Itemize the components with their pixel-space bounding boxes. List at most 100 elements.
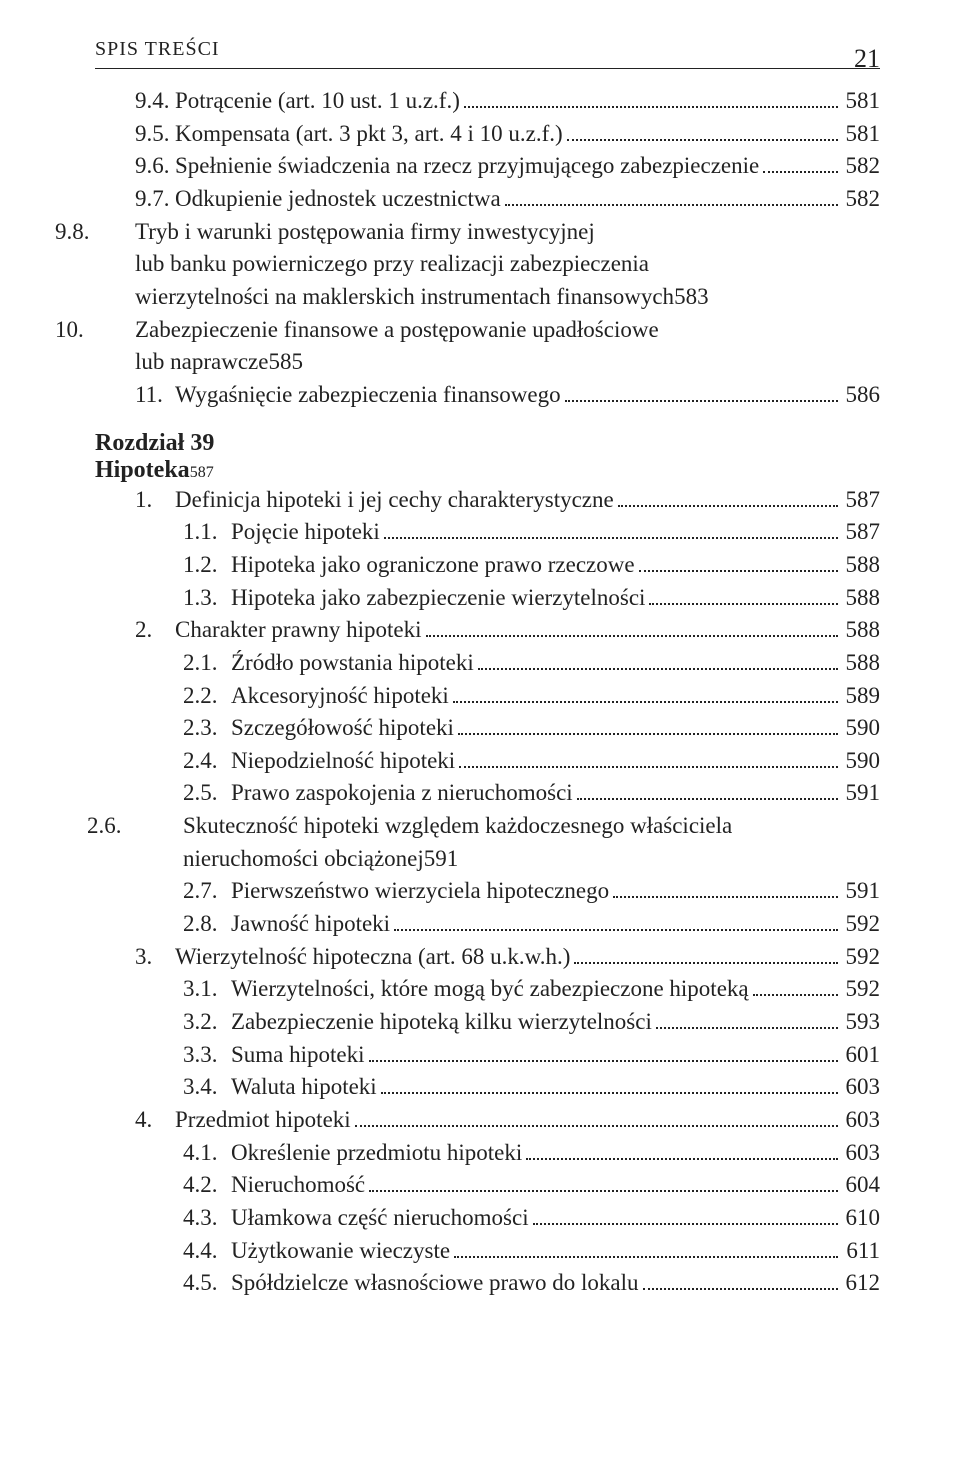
toc-entry-number: 4.2. [183,1169,231,1202]
toc-entry-number: 4.5. [183,1267,231,1300]
leader-dots [526,1137,837,1160]
toc-entry-number: 4.4. [183,1235,231,1268]
toc-entry-page: 588 [842,582,881,615]
leader-dots [763,151,837,174]
toc-entry: 4.1. Określenie przedmiotu hipoteki603 [95,1137,880,1170]
toc-entry-number: 9.7. [135,183,175,216]
toc-entry-label: Potrącenie (art. 10 ust. 1 u.z.f.) [175,85,460,118]
toc-entry-number: 10. [95,314,135,347]
toc-entry-page: 601 [842,1039,881,1072]
chapter-title-row: Hipoteka 587 [95,457,880,484]
toc-entry-number: 9.4. [135,85,175,118]
toc-entry: 2. Charakter prawny hipoteki588 [95,614,880,647]
toc-entry: 10. Zabezpieczenie finansowe a postępowa… [95,314,880,347]
chapter-title: Hipoteka [95,457,190,484]
toc-entry-number: 4. [135,1104,175,1137]
leader-dots [369,1170,837,1193]
toc-entry: 2.6. Skuteczność hipoteki względem każdo… [95,810,880,843]
toc-entry-page: 587 [842,516,881,549]
leader-dots [384,517,838,540]
toc-entry-number: 4.1. [183,1137,231,1170]
toc-entry-label: Spełnienie świadczenia na rzecz przyjmuj… [175,150,759,183]
toc-entry-label: Pojęcie hipoteki [231,516,380,549]
toc-entry-number: 2.3. [183,712,231,745]
toc-entry: 3.2. Zabezpieczenie hipoteką kilku wierz… [95,1006,880,1039]
toc-entry-number: 3.3. [183,1039,231,1072]
toc-entry-label: Prawo zaspokojenia z nieruchomości [231,777,573,810]
toc-entry: 2.7. Pierwszeństwo wierzyciela hipoteczn… [95,875,880,908]
toc-entry: 2.8. Jawność hipoteki 592 [95,908,880,941]
toc-entry-label: Jawność hipoteki [231,908,390,941]
toc-entry-label: Nieruchomość [231,1169,365,1202]
toc-entry-number: 3.2. [183,1006,231,1039]
toc-entry-number: 2.7. [183,875,231,908]
leader-dots [649,582,837,605]
toc-section-before: 9.4. Potrącenie (art. 10 ust. 1 u.z.f.) 5… [95,85,880,412]
leader-dots [453,680,838,703]
toc-entry-page: 603 [842,1104,881,1137]
toc-entry-label: Wierzytelności, które mogą być zabezpiec… [231,973,749,1006]
toc-entry-page: 611 [842,1235,880,1268]
toc-entry-number: 3.1. [183,973,231,1006]
chapter-page: 587 [190,464,214,482]
toc-entry-label: lub banku powierniczego przy realizacji … [135,251,649,276]
toc-entry: 11. Wygaśnięcie zabezpieczenia finansowe… [95,379,880,412]
toc-entry-label: Kompensata (art. 3 pkt 3, art. 4 i 10 u.… [175,118,563,151]
leader-dots [565,379,838,402]
toc-entry-label: Spółdzielcze własnościowe prawo do lokal… [231,1267,639,1300]
toc-entry-page: 593 [842,1006,881,1039]
toc-entry-label: Zabezpieczenie hipoteką kilku wierzyteln… [231,1006,652,1039]
leader-dots [426,615,838,638]
toc-entry: 1.1. Pojęcie hipoteki 587 [95,516,880,549]
toc-entry-label: Hipoteka jako zabezpieczenie wierzytelno… [231,582,645,615]
toc-entry-page: 591 [842,875,881,908]
toc-entry-number: 1.3. [183,582,231,615]
toc-entry-page: 588 [842,549,881,582]
toc-entry: 4.2. Nieruchomość 604 [95,1169,880,1202]
toc-entry-page: 581 [842,85,881,118]
toc-entry: 2.5. Prawo zaspokojenia z nieruchomości5… [95,777,880,810]
toc-entry: 4.3. Ułamkowa część nieruchomości610 [95,1202,880,1235]
page-number: 21 [854,44,880,74]
toc-entry: 3.3. Suma hipoteki601 [95,1039,880,1072]
leader-dots [464,85,838,108]
toc-entry: 2.4. Niepodzielność hipoteki590 [95,745,880,778]
toc-entry-number: 2.2. [183,680,231,713]
toc-entry: 4. Przedmiot hipoteki603 [95,1104,880,1137]
toc-entry-number: 1.1. [183,516,231,549]
toc-entry: 2.3. Szczegółowość hipoteki590 [95,712,880,745]
toc-entry-number: 2.8. [183,908,231,941]
toc-entry-label: lub naprawcze [135,346,268,379]
toc-entry-label: Skuteczność hipoteki względem każdoczesn… [183,813,732,838]
toc-entry: 1. Definicja hipoteki i jej cechy charak… [95,484,880,517]
toc-entry-label: wierzytelności na maklerskich instrument… [135,281,674,314]
toc-entry-number: 9.8. [95,216,135,249]
toc-entry-label: Waluta hipoteki [231,1071,377,1104]
leader-dots [394,908,837,931]
toc-entry-page: 604 [842,1169,881,1202]
toc-entry: 2.2. Akcesoryjność hipoteki589 [95,680,880,713]
running-header-title: SPIS TREŚCI [95,38,220,61]
toc-section-after: 1. Definicja hipoteki i jej cechy charak… [95,484,880,1300]
toc-entry: 2.1. Źródło powstania hipoteki588 [95,647,880,680]
toc-entry-page: 585 [268,346,303,379]
leader-dots [381,1072,838,1095]
leader-dots [355,1104,838,1127]
toc-entry-page: 592 [842,908,881,941]
toc-entry: 4.5. Spółdzielcze własnościowe prawo do … [95,1267,880,1300]
leader-dots [454,1235,838,1258]
toc-entry-label: Pierwszeństwo wierzyciela hipotecznego [231,875,609,908]
toc-entry-page: 587 [842,484,881,517]
leader-dots [567,118,838,141]
toc-entry: 9.5. Kompensata (art. 3 pkt 3, art. 4 i … [95,118,880,151]
toc-entry-number: 2. [135,614,175,647]
toc-entry-label: Wygaśnięcie zabezpieczenia finansowego [175,379,561,412]
toc-entry-label: Szczegółowość hipoteki [231,712,454,745]
toc-entry-number: 4.3. [183,1202,231,1235]
leader-dots [369,1039,838,1062]
toc-entry-page: 590 [842,745,881,778]
leader-dots [458,712,838,735]
leader-dots [505,183,838,206]
toc-entry-number: 2.5. [183,777,231,810]
toc-entry: 3.4. Waluta hipoteki603 [95,1071,880,1104]
